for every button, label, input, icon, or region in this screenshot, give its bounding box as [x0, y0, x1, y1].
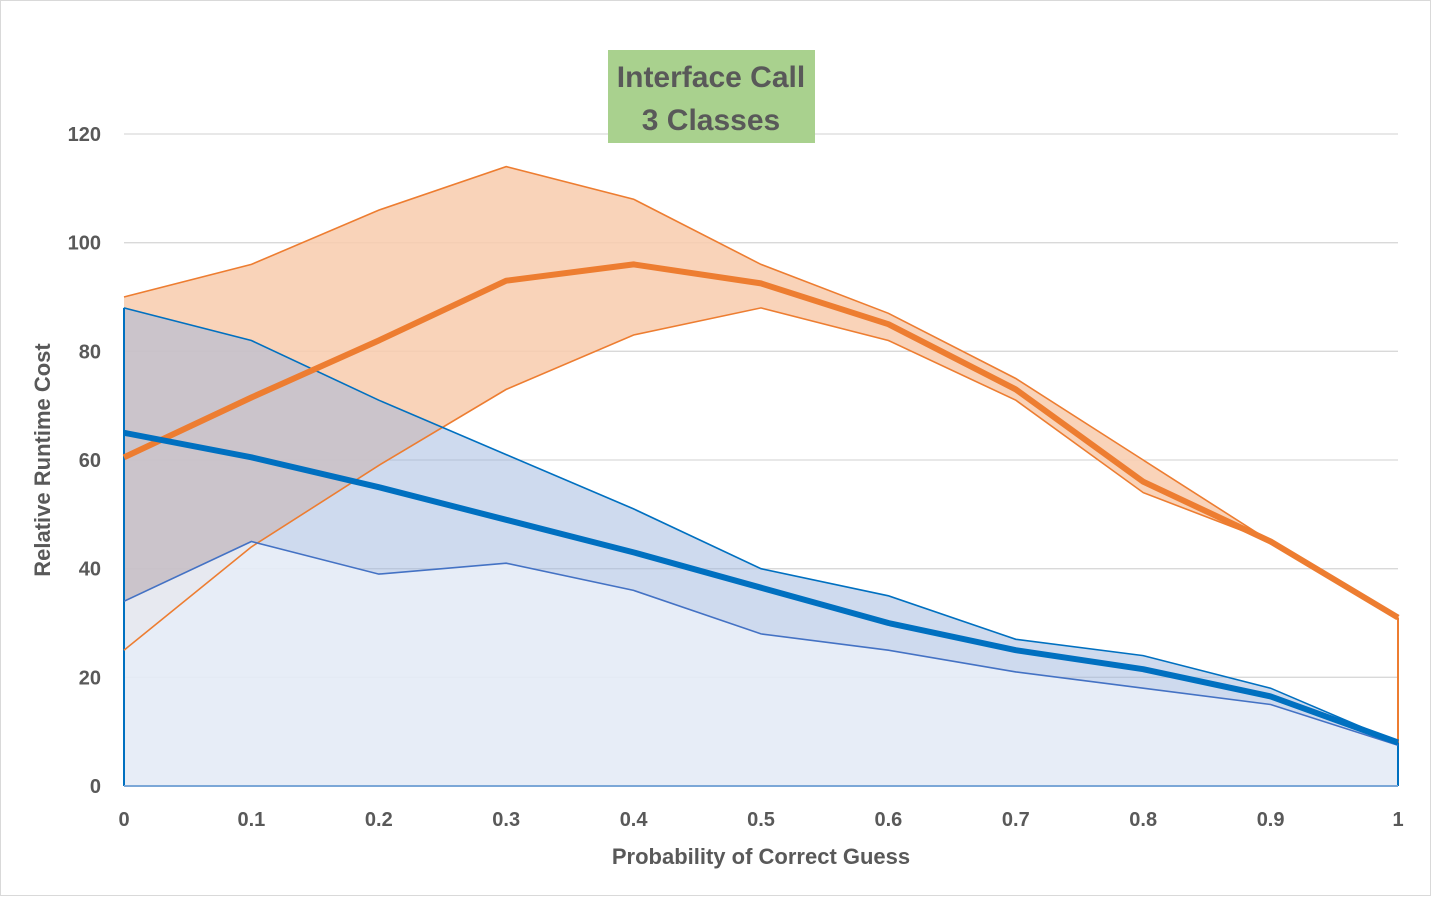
y-tick-label: 80 — [79, 341, 101, 363]
x-axis-label: Probability of Correct Guess — [612, 844, 910, 869]
chart-title-line-2: 3 Classes — [642, 104, 780, 137]
orange-confidence-band — [124, 166, 1398, 651]
orange-mean-point — [1140, 479, 1146, 485]
y-tick-label: 120 — [68, 124, 101, 146]
orange-mean-point — [631, 261, 637, 267]
title-background — [608, 50, 815, 143]
blue-mean-point — [376, 484, 382, 490]
y-tick-label: 60 — [79, 450, 101, 472]
y-tick-label: 20 — [79, 667, 101, 689]
orange-upper-line — [123, 165, 1399, 619]
orange-mean-point — [121, 454, 127, 460]
blue-mean-point — [1395, 740, 1401, 746]
blue-mean-point — [758, 585, 764, 591]
series-areas — [124, 166, 1398, 786]
y-axis-ticks: 0 20 40 60 80 100 120 — [68, 124, 101, 798]
blue-mean-point — [121, 430, 127, 436]
chart-title-box: Interface Call 3 Classes — [608, 50, 815, 143]
x-tick-label: 0.3 — [492, 809, 520, 831]
blue-upper-line — [123, 307, 1399, 744]
x-tick-label: 0.5 — [747, 809, 775, 831]
orange-mean-point — [1013, 386, 1019, 392]
blue-confidence-band — [124, 307, 1398, 746]
orange-mean-point — [248, 395, 254, 401]
blue-mean-point — [248, 454, 254, 460]
x-tick-label: 0.4 — [620, 809, 649, 831]
x-tick-label: 0.9 — [1257, 809, 1285, 831]
orange-mean-point — [376, 337, 382, 343]
blue-mean-point — [631, 549, 637, 555]
x-tick-label: 0 — [118, 809, 129, 831]
y-tick-label: 40 — [79, 559, 101, 581]
x-tick-label: 1 — [1392, 809, 1403, 831]
x-axis-ticks: 0 0.1 0.2 0.3 0.4 0.5 0.6 0.7 0.8 0.9 1 — [118, 809, 1403, 831]
blue-lower-line — [123, 540, 1399, 747]
x-tick-label: 0.2 — [365, 809, 393, 831]
blue-mean-point — [503, 517, 509, 523]
orange-mean-point — [885, 321, 891, 327]
orange-mean-point — [1268, 539, 1274, 545]
y-axis-label: Relative Runtime Cost — [30, 343, 55, 577]
x-tick-label: 0.8 — [1129, 809, 1157, 831]
blue-mean-point — [885, 620, 891, 626]
series-lines — [121, 165, 1401, 787]
blue-mean-point — [1140, 666, 1146, 672]
x-tick-label: 0.7 — [1002, 809, 1030, 831]
y-tick-label: 0 — [90, 776, 101, 798]
orange-mean-point — [758, 280, 764, 286]
blue-base-area — [124, 541, 1398, 786]
blue-mean-point — [1013, 647, 1019, 653]
orange-lower-line — [123, 307, 1399, 651]
orange-mean-point — [503, 278, 509, 284]
blue-mean-line — [123, 429, 1400, 746]
chart-title-line-1: Interface Call — [617, 61, 805, 94]
x-tick-label: 0.1 — [237, 809, 265, 831]
y-tick-label: 100 — [68, 233, 101, 255]
orange-mean-point — [1395, 615, 1401, 621]
orange-mean-line — [122, 261, 1400, 621]
blue-mean-point — [1268, 693, 1274, 699]
x-tick-label: 0.6 — [874, 809, 902, 831]
